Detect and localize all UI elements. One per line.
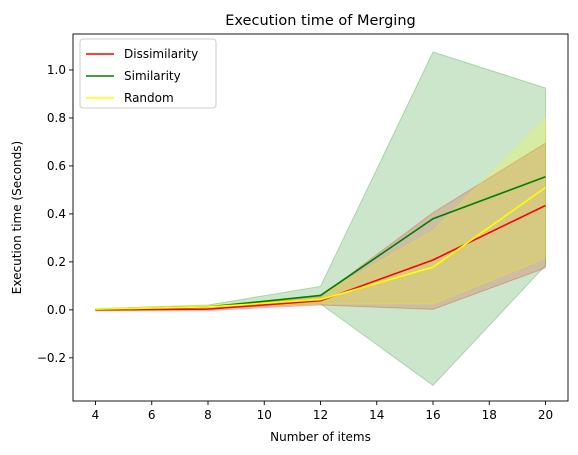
- y-tick-label: 0.6: [47, 159, 66, 173]
- y-tick-label: 0.0: [47, 303, 66, 317]
- x-tick-label: 8: [204, 408, 212, 422]
- y-axis-title: Execution time (Seconds): [10, 141, 24, 294]
- x-tick-label: 16: [425, 408, 440, 422]
- ticks: 4 6 8 10 12 14 16 18 20 −0.2 0.0 0.2 0.4 0.6 0.8 1.0: [37, 63, 553, 422]
- chart-title: Execution time of Merging: [225, 13, 415, 29]
- legend-label: Similarity: [124, 69, 181, 83]
- legend-label: Dissimilarity: [124, 47, 198, 61]
- x-axis-title: Number of items: [270, 430, 371, 444]
- x-tick-label: 18: [482, 408, 497, 422]
- x-tick-label: 14: [369, 408, 384, 422]
- y-tick-label: 0.2: [47, 255, 66, 269]
- y-tick-label: 0.8: [47, 111, 66, 125]
- x-tick-label: 20: [538, 408, 553, 422]
- legend-label: Random: [124, 91, 174, 105]
- line-random: [95, 186, 546, 310]
- x-tick-label: 10: [257, 408, 272, 422]
- x-tick-label: 12: [313, 408, 328, 422]
- series-lines: [95, 175, 546, 311]
- y-tick-label: 0.4: [47, 207, 66, 221]
- x-tick-label: 6: [148, 408, 156, 422]
- band-dissimilarity: [95, 142, 546, 311]
- legend: Dissimilarity Similarity Random: [79, 38, 217, 109]
- y-tick-label: 1.0: [47, 63, 66, 77]
- line-dissimilarity: [95, 204, 546, 311]
- x-tick-label: 4: [92, 408, 100, 422]
- legend-box: [79, 38, 217, 109]
- y-tick-label: −0.2: [37, 351, 66, 365]
